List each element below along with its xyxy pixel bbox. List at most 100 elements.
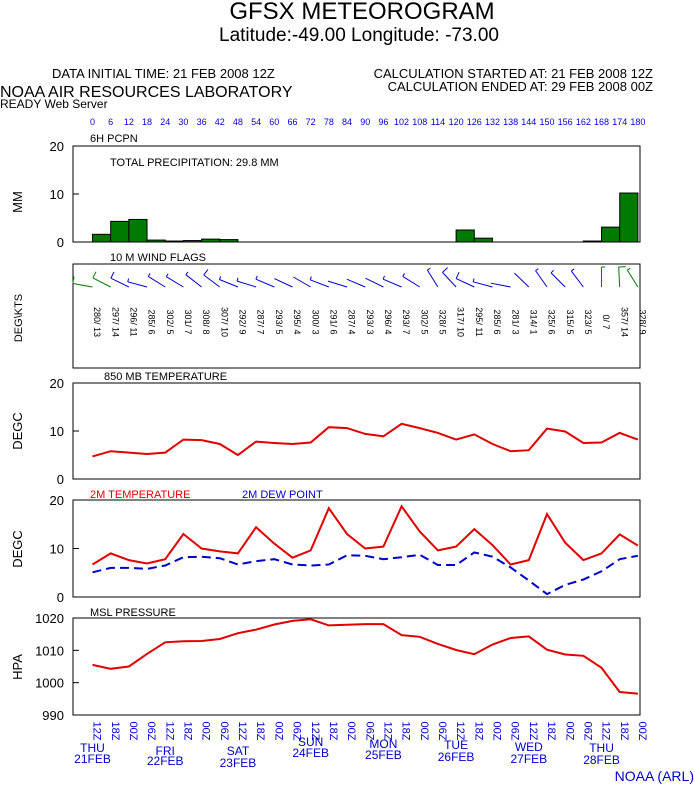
lab-name: NOAA AIR RESOURCES LABORATORY xyxy=(0,84,293,101)
forecast-hour-label: 66 xyxy=(287,117,297,127)
day-date: 25FEB xyxy=(365,748,402,762)
ytick-label: 20 xyxy=(50,493,64,508)
utc-label: 06Z xyxy=(509,722,521,741)
wind-flag xyxy=(236,277,257,288)
wind-label: 287/ 4 xyxy=(347,309,357,334)
ytick-label: 10 xyxy=(50,542,64,557)
precip-bar xyxy=(219,239,239,243)
wind-flag xyxy=(274,278,293,288)
t2m-ylabel: DEGC xyxy=(10,530,25,568)
wind-flag xyxy=(550,270,566,288)
utc-label: 12Z xyxy=(309,722,321,741)
wind-flag xyxy=(147,273,166,288)
utc-label: 06Z xyxy=(218,722,230,741)
utc-label: 00Z xyxy=(345,722,357,741)
forecast-hour-label: 96 xyxy=(378,117,388,127)
wind-panel: 10 M WIND FLAGS DEG\KTS 280/ 13 297/ 14 29… xyxy=(13,252,648,369)
t850-yticks: 0 10 20 xyxy=(50,376,79,487)
wind-flag xyxy=(165,273,184,288)
ytick-label: 0 xyxy=(57,590,64,605)
ytick-label: 20 xyxy=(50,376,64,391)
forecast-hour-label: 6 xyxy=(108,117,113,127)
wind-label: 285/ 6 xyxy=(492,309,502,334)
wind-flag xyxy=(535,268,548,288)
wind-label: 296/ 11 xyxy=(128,307,138,336)
utc-label: 06Z xyxy=(145,722,157,741)
wind-label: 293/ 3 xyxy=(365,309,375,334)
forecast-hour-label: 30 xyxy=(178,117,188,127)
forecast-hour-label: 138 xyxy=(503,117,518,127)
wind-label: 302/ 5 xyxy=(419,309,429,334)
forecast-hour-label: 42 xyxy=(215,117,225,127)
utc-label: 12Z xyxy=(236,722,248,741)
wind-label: 328/ 5 xyxy=(438,309,448,334)
wind-label: 281/ 3 xyxy=(510,309,520,334)
utc-label: 12Z xyxy=(454,722,466,741)
day-name: TUE xyxy=(444,738,468,752)
server-name: READY Web Server xyxy=(0,97,108,111)
wind-flag xyxy=(426,267,439,288)
forecast-hour-label: 54 xyxy=(251,117,261,127)
wind-flag xyxy=(255,275,275,288)
forecast-hour-label: 0 xyxy=(90,117,95,127)
precip-bar xyxy=(164,240,184,243)
wind-flag xyxy=(72,276,93,288)
utc-label: 18Z xyxy=(109,722,121,741)
forecast-hour-label: 48 xyxy=(233,117,243,127)
wind-label: 301/ 7 xyxy=(183,309,193,334)
wind-label: 317/ 10 xyxy=(456,307,466,337)
wind-flag xyxy=(442,267,457,288)
wind-label: 296/ 4 xyxy=(383,309,393,334)
precip-yticks: 0 10 20 xyxy=(50,139,79,250)
mslp-line xyxy=(92,618,638,695)
wind-flag xyxy=(570,268,584,288)
wind-label: 328/ 9 xyxy=(638,309,648,334)
precip-title: 6H PCPN xyxy=(90,133,138,145)
wind-label: 308/ 8 xyxy=(201,309,211,334)
wind-title: 10 M WIND FLAGS xyxy=(110,252,206,264)
utc-label: 12Z xyxy=(600,722,612,741)
day-name: THU xyxy=(589,741,614,755)
wind-label: 307/ 10 xyxy=(219,307,229,337)
ytick-label: 0 xyxy=(57,235,64,250)
precip-bar xyxy=(182,240,203,243)
forecast-hours-row: 0 6 12 18 24 30 36 42 48 54 60 66 72 78 84 90 96 102 108 11… xyxy=(90,117,645,127)
forecast-hour-label: 120 xyxy=(449,117,464,127)
wind-flags xyxy=(72,266,639,288)
ytick-label: 1010 xyxy=(35,643,64,658)
utc-label: 00Z xyxy=(418,722,430,741)
t850-panel: 850 MB TEMPERATURE DEGC 0 10 20 xyxy=(10,371,641,487)
wind-flag xyxy=(218,276,239,288)
forecast-hour-label: 162 xyxy=(576,117,591,127)
ytick-label: 20 xyxy=(50,139,64,154)
forecast-hour-label: 150 xyxy=(539,117,554,127)
wind-label: 302/ 5 xyxy=(165,309,175,334)
wind-label: 292/ 9 xyxy=(238,309,248,334)
utc-label: 12Z xyxy=(381,722,393,741)
wind-label: 325/ 6 xyxy=(547,309,557,334)
day-name: WED xyxy=(515,740,543,754)
ytick-label: 1020 xyxy=(35,611,64,626)
forecast-hour-label: 78 xyxy=(324,117,334,127)
t850-title: 850 MB TEMPERATURE xyxy=(104,371,227,383)
forecast-hour-label: 12 xyxy=(124,117,134,127)
precip-bar xyxy=(582,240,603,243)
forecast-hour-label: 84 xyxy=(342,117,352,127)
utc-label: 00Z xyxy=(200,722,212,741)
t2m-panel: 2M TEMPERATURE 2M DEW POINT DEGC 0 10 20 xyxy=(10,489,641,605)
footer-credit: NOAA (ARL) xyxy=(615,768,694,784)
forecast-hour-label: 132 xyxy=(485,117,500,127)
mslp-yticks: 990 1000 1010 1020 xyxy=(35,611,79,723)
forecast-hour-label: 108 xyxy=(412,117,427,127)
t2m-legend-temp: 2M TEMPERATURE xyxy=(90,489,190,501)
precip-bar xyxy=(473,237,493,243)
calc-started: CALCULATION STARTED AT: 21 FEB 2008 12Z xyxy=(374,66,653,81)
wind-label: 293/ 7 xyxy=(401,309,411,334)
utc-label: 00Z xyxy=(636,722,648,741)
utc-label: 18Z xyxy=(181,722,193,741)
forecast-hour-label: 114 xyxy=(431,117,445,127)
wind-frame xyxy=(72,263,641,369)
